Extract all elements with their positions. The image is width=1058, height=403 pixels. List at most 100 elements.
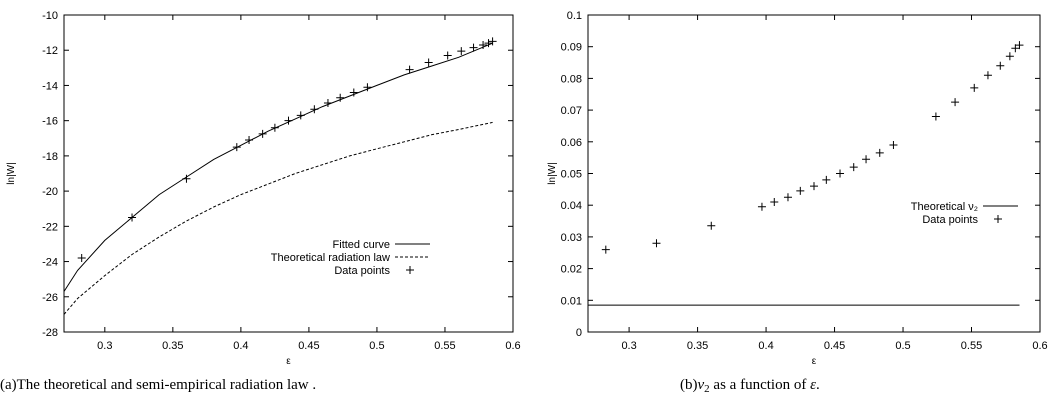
chart-b: 0.3 0.35 0.4 0.45 0.5 0.55 0.6 0 0.01 0.02 0.03 0.0…: [547, 10, 1048, 367]
data-point: [996, 61, 1005, 70]
x-tick-label: 0.5: [895, 340, 910, 352]
data-point: [796, 186, 805, 195]
data-point: [875, 148, 884, 157]
legend-label: Data points: [922, 214, 978, 226]
y-tick-label: -18: [42, 151, 58, 163]
y-tick-label: 0.05: [561, 169, 582, 181]
x-tick-label: 0.35: [687, 340, 708, 352]
y-tick-label: -16: [42, 116, 58, 128]
y-tick-label: 0.1: [567, 10, 582, 22]
data-point: [336, 93, 345, 102]
legend-label: Fitted curve: [333, 239, 390, 251]
data-point: [488, 37, 497, 46]
data-point: [862, 155, 871, 164]
y-tick-label: 0.07: [561, 105, 582, 117]
data-point: [836, 169, 845, 178]
x-tick-label: 0.55: [961, 340, 982, 352]
data-point: [822, 175, 831, 184]
data-point: [323, 99, 332, 108]
data-point: [889, 140, 898, 149]
y-tick-label: -20: [42, 186, 58, 198]
series-line-fitted-curve: [63, 42, 493, 292]
legend-label: Theoretical radiation law: [271, 252, 390, 264]
y-axis-label: ln|W|: [547, 162, 558, 184]
y-axis-label: ln|W|: [6, 162, 17, 184]
data-point: [783, 193, 792, 202]
data-point: [1005, 52, 1014, 61]
data-point: [310, 105, 319, 114]
data-point: [1011, 44, 1020, 53]
y-tick-label: 0.09: [561, 42, 582, 54]
y-tick-label: -28: [42, 327, 58, 339]
x-tick-label: 0.5: [369, 340, 384, 352]
data-point: [443, 51, 452, 60]
legend-marker-data-points: [406, 266, 414, 274]
data-point: [77, 254, 86, 263]
plot-frame: [587, 14, 1041, 333]
y-tick-label: 0.01: [561, 295, 582, 307]
legend-marker-data-points: [994, 215, 1002, 223]
caption-b-epsilon: ε: [810, 377, 816, 393]
data-point: [469, 43, 478, 52]
caption-a: (a)The theoretical and semi-empirical ra…: [0, 377, 317, 393]
y-tick-label: -26: [42, 292, 58, 304]
y-tick-label: 0.08: [561, 73, 582, 85]
data-point: [601, 245, 610, 254]
data-point: [284, 116, 293, 125]
data-point: [405, 65, 414, 74]
y-tick-label: -14: [42, 80, 58, 92]
data-point: [296, 111, 305, 120]
caption-b-end: .: [815, 377, 820, 393]
data-point: [479, 40, 488, 49]
x-tick-label: 0.4: [758, 340, 773, 352]
caption-b-prefix: (b): [680, 377, 698, 393]
x-tick-label: 0.6: [1032, 340, 1047, 352]
data-point: [258, 129, 267, 138]
x-tick-label: 0.35: [162, 340, 183, 352]
data-point: [983, 71, 992, 80]
y-tick-label: 0: [576, 327, 582, 339]
plot-frame: [63, 14, 514, 333]
caption-b-symbol: ν: [697, 377, 705, 393]
caption-b: (b)ν2 as a function of ε.: [680, 377, 820, 395]
data-point: [232, 143, 241, 152]
x-tick-label: 0.45: [298, 340, 319, 352]
data-point: [349, 88, 358, 97]
data-point: [849, 163, 858, 172]
data-point: [707, 221, 716, 230]
caption-b-subscript: 2: [704, 383, 710, 395]
data-point: [970, 83, 979, 92]
data-point: [931, 112, 940, 121]
x-tick-label: 0.3: [97, 340, 112, 352]
data-point: [457, 47, 466, 56]
data-point: [363, 83, 372, 92]
x-tick-label: 0.3: [621, 340, 636, 352]
x-tick-label: 0.45: [824, 340, 845, 352]
y-tick-label: -12: [42, 45, 58, 57]
x-tick-label: 0.4: [233, 340, 248, 352]
legend-label: Theoretical ν₂: [911, 201, 978, 213]
x-axis-label: ε: [812, 356, 817, 367]
data-point: [757, 202, 766, 211]
legend-label: Data points: [334, 265, 390, 277]
data-point: [770, 198, 779, 207]
x-tick-label: 0.6: [505, 340, 520, 352]
y-tick-label: -22: [42, 221, 58, 233]
data-point: [424, 58, 433, 67]
data-point: [245, 136, 254, 145]
data-point: [951, 98, 960, 107]
x-tick-label: 0.55: [434, 340, 455, 352]
y-tick-label: -24: [42, 257, 58, 269]
chart-a: 0.3 0.35 0.4 0.45 0.5 0.55 0.6 -28 -26 -24 -22 -20 -…: [6, 10, 521, 367]
data-point: [484, 39, 493, 48]
data-point: [128, 213, 137, 222]
caption-b-suffix: as a function of: [709, 377, 811, 393]
series-line-theoretical-radiation-law: [63, 121, 493, 315]
y-tick-label: 0.06: [561, 137, 582, 149]
data-point: [182, 174, 191, 183]
data-point: [652, 239, 661, 248]
y-tick-label: 0.03: [561, 232, 582, 244]
data-point: [810, 182, 818, 191]
y-tick-label: 0.02: [561, 264, 582, 276]
